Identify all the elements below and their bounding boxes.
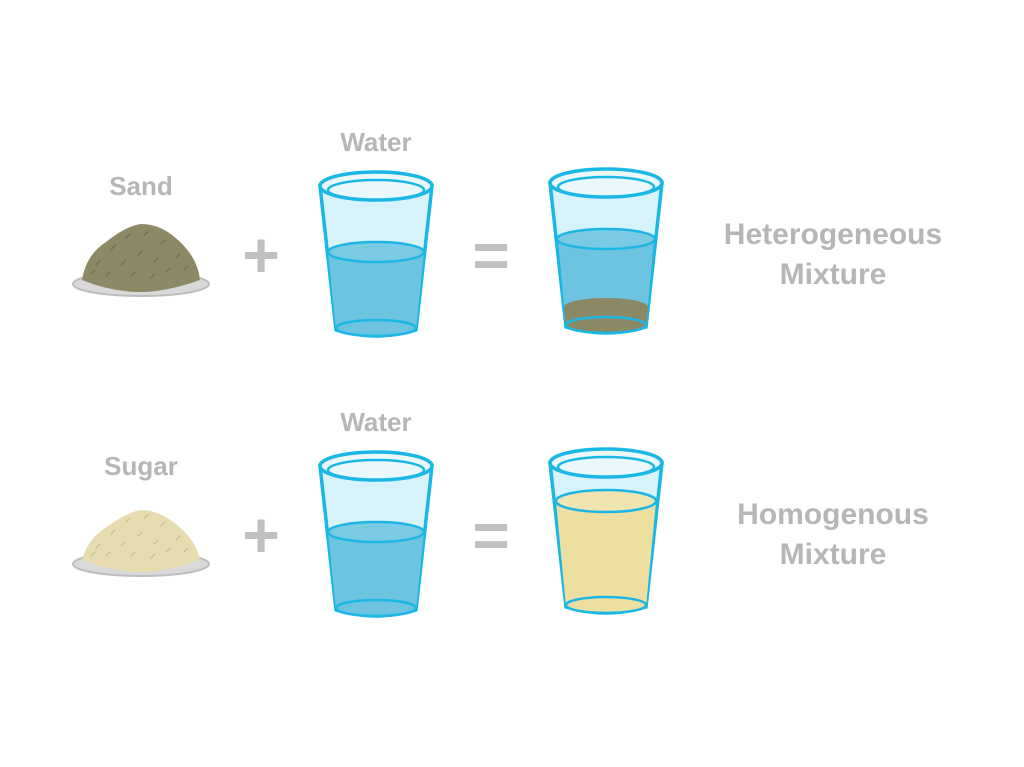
homo-cup-icon	[536, 441, 676, 621]
water-cup-icon-2	[306, 444, 446, 624]
row-homogeneous: Sugar + Water	[0, 400, 1024, 630]
homo-result-label: Homogenous Mixture	[698, 495, 968, 576]
water-cup-icon-1	[306, 164, 446, 344]
sugar-label: Sugar	[104, 451, 178, 482]
hetero-line1: Heterogeneous	[724, 218, 942, 251]
equals-operator-1: =	[456, 218, 526, 292]
water-label-2: Water	[340, 407, 411, 438]
row-heterogeneous: Sand	[0, 120, 1024, 350]
hetero-result-label: Heterogeneous Mixture	[698, 215, 968, 296]
hetero-result-cup-block	[526, 161, 686, 341]
water-cup-block-1: Water	[296, 127, 456, 344]
sand-label: Sand	[109, 171, 173, 202]
homo-result-cup-block	[526, 441, 686, 621]
sugar-pile-block: Sugar	[56, 451, 226, 580]
homo-line2: Mixture	[780, 538, 887, 571]
homo-line1: Homogenous	[737, 498, 929, 531]
hetero-cup-icon	[536, 161, 676, 341]
water-label-1: Water	[340, 127, 411, 158]
water-cup-block-2: Water	[296, 407, 456, 624]
sand-pile-icon	[66, 210, 216, 300]
sand-pile-block: Sand	[56, 171, 226, 300]
equals-operator-2: =	[456, 498, 526, 572]
plus-operator-1: +	[226, 218, 296, 292]
hetero-line2: Mixture	[780, 258, 887, 291]
sugar-pile-icon	[66, 490, 216, 580]
plus-operator-2: +	[226, 498, 296, 572]
